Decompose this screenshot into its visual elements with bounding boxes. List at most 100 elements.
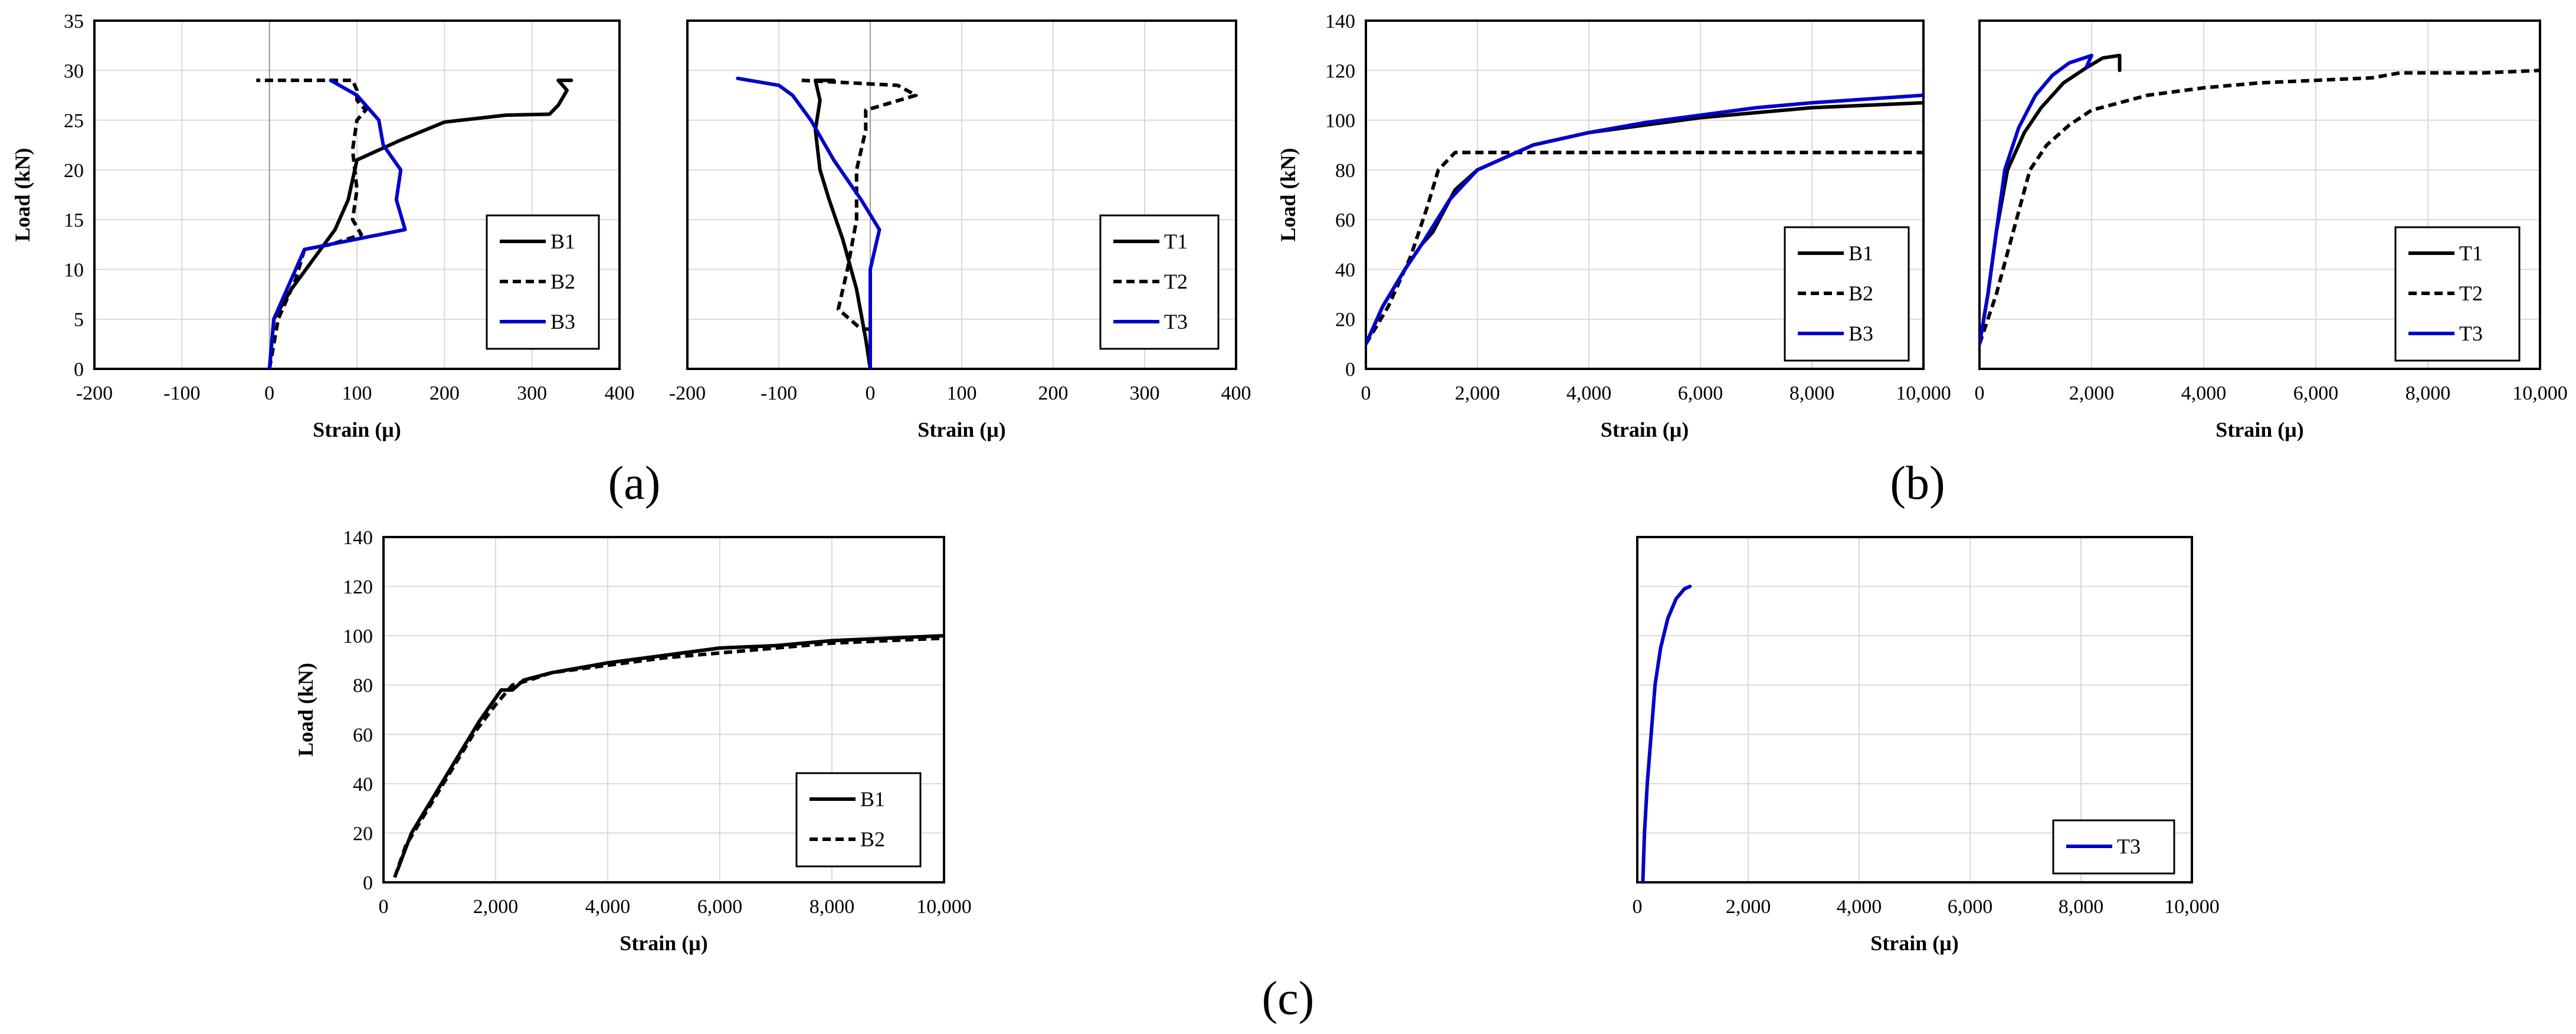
y-tick-label: 140 [343, 527, 373, 549]
legend-label: T1 [2459, 241, 2483, 265]
x-tick-label: 10,000 [916, 896, 972, 918]
y-tick-label: 35 [64, 11, 84, 32]
legend: B1 B2 [795, 772, 922, 868]
y-tick-label: 120 [1325, 60, 1355, 82]
x-axis-label: Strain (μ) [1870, 931, 1958, 955]
legend: T1 T2 T3 [2394, 226, 2521, 362]
x-tick-label: 200 [430, 382, 460, 404]
y-tick-label: 30 [64, 60, 84, 82]
x-tick-label: 6,000 [1678, 382, 1723, 404]
x-tick-label: 6,000 [2293, 382, 2339, 404]
x-tick-label: 0 [1975, 382, 1985, 404]
x-tick-label: 100 [342, 382, 372, 404]
legend-label: B2 [1849, 282, 1873, 305]
x-tick-label: -100 [761, 382, 797, 404]
y-tick-label: 80 [353, 675, 373, 697]
series-line-B3 [267, 78, 407, 369]
legend-label: B2 [550, 270, 575, 293]
y-tick-label: 60 [353, 724, 373, 746]
chart-a2: -200 -100 0 100 200 300 400 Strain (μ) T1 T2 T3 [669, 19, 1251, 441]
y-tick-label: 60 [1335, 210, 1355, 231]
legend-label: T1 [1164, 230, 1188, 253]
x-tick-label: 4,000 [585, 896, 631, 918]
legend-label: T3 [2117, 835, 2141, 858]
y-axis-label: Load (kN) [11, 148, 34, 241]
x-tick-label: 4,000 [2181, 382, 2227, 404]
x-tick-label: 4,000 [1837, 896, 1882, 918]
y-axis-label: Load (kN) [294, 663, 317, 757]
series-line-T3 [736, 76, 881, 369]
series-line-T1 [814, 78, 872, 369]
caption-b: (b) [1890, 457, 1945, 509]
x-tick-label: 8,000 [1790, 382, 1835, 404]
y-tick-label: 5 [74, 309, 84, 331]
x-tick-label: -100 [163, 382, 200, 404]
x-tick-label: 2,000 [1455, 382, 1500, 404]
x-tick-label: 0 [379, 896, 389, 918]
legend: B1 B2 B3 [486, 214, 600, 350]
x-tick-label: -200 [669, 382, 706, 404]
series-line-B2 [393, 636, 944, 878]
legend: T3 [2052, 819, 2175, 875]
x-tick-label: 300 [1130, 382, 1160, 404]
y-tick-label: 0 [1345, 359, 1355, 381]
y-tick-label: 40 [353, 774, 373, 796]
x-axis-label: Strain (μ) [917, 418, 1005, 441]
x-tick-label: 400 [605, 382, 635, 404]
plot-frame [93, 19, 621, 370]
x-tick-label: 6,000 [1948, 896, 1993, 918]
series-line-B2 [256, 78, 368, 369]
legend-label: B1 [860, 787, 885, 811]
y-tick-label: 40 [1335, 259, 1355, 281]
series-line-B1 [267, 78, 573, 369]
x-tick-label: 100 [947, 382, 977, 404]
legend-label: B1 [1849, 241, 1873, 265]
legend-label: T3 [2459, 322, 2483, 345]
chart-c2: 0 2,000 4,000 6,000 8,000 10,000 Strain (μ) T3 [1633, 536, 2220, 955]
y-tick-label: 20 [353, 823, 373, 845]
y-tick-label: 10 [64, 259, 84, 281]
plot-frame [382, 536, 945, 884]
y-tick-label: 25 [64, 110, 84, 132]
plot-frame [1365, 19, 1925, 370]
caption-a: (a) [608, 457, 661, 509]
legend: B1 B2 B3 [1784, 226, 1910, 362]
x-axis-label: Strain (μ) [620, 931, 707, 955]
series-line-T2 [1979, 68, 2540, 345]
legend-label: B3 [550, 310, 575, 333]
x-tick-label: -200 [76, 382, 113, 404]
x-axis-label: Strain (μ) [2216, 418, 2303, 441]
plot-frame [1978, 19, 2541, 370]
x-tick-label: 300 [517, 382, 547, 404]
y-tick-label: 100 [1325, 110, 1355, 132]
x-tick-label: 0 [264, 382, 274, 404]
x-tick-label: 8,000 [2405, 382, 2451, 404]
x-tick-label: 4,000 [1566, 382, 1612, 404]
y-tick-label: 0 [363, 872, 373, 894]
chart-a1: -200 -100 0 100 200 300 400 0 5 10 15 20 25 30 35 Strai… [11, 11, 635, 441]
y-tick-label: 140 [1325, 11, 1355, 32]
x-tick-label: 200 [1038, 382, 1069, 404]
y-tick-label: 20 [64, 160, 84, 182]
x-tick-label: 10,000 [2512, 382, 2568, 404]
y-axis-label: Load (kN) [1276, 148, 1300, 241]
legend: T1 T2 T3 [1099, 214, 1220, 350]
legend-box [795, 772, 922, 868]
series-line-T3 [1979, 54, 2093, 346]
legend-label: B2 [860, 827, 885, 851]
y-tick-label: 0 [74, 359, 84, 381]
legend-label: T2 [1164, 270, 1188, 293]
panels: -200 -100 0 100 200 300 40005101520253035Strai… [11, 11, 2568, 955]
x-tick-label: 0 [1633, 896, 1643, 918]
x-tick-label: 400 [1221, 382, 1251, 404]
x-axis-label: Strain (μ) [313, 418, 401, 441]
chart-b1: 0 2,000 4,000 6,000 8,000 10,000 0 20 40 60 80 100 1… [1276, 11, 1951, 441]
legend-label: T3 [1164, 310, 1188, 333]
x-axis-label: Strain (μ) [1601, 418, 1689, 441]
x-tick-label: 2,000 [2069, 382, 2115, 404]
series-line-B3 [1366, 93, 1923, 346]
x-tick-label: 10,000 [2164, 896, 2220, 918]
y-tick-label: 20 [1335, 309, 1355, 331]
caption-c: (c) [1262, 973, 1315, 1025]
